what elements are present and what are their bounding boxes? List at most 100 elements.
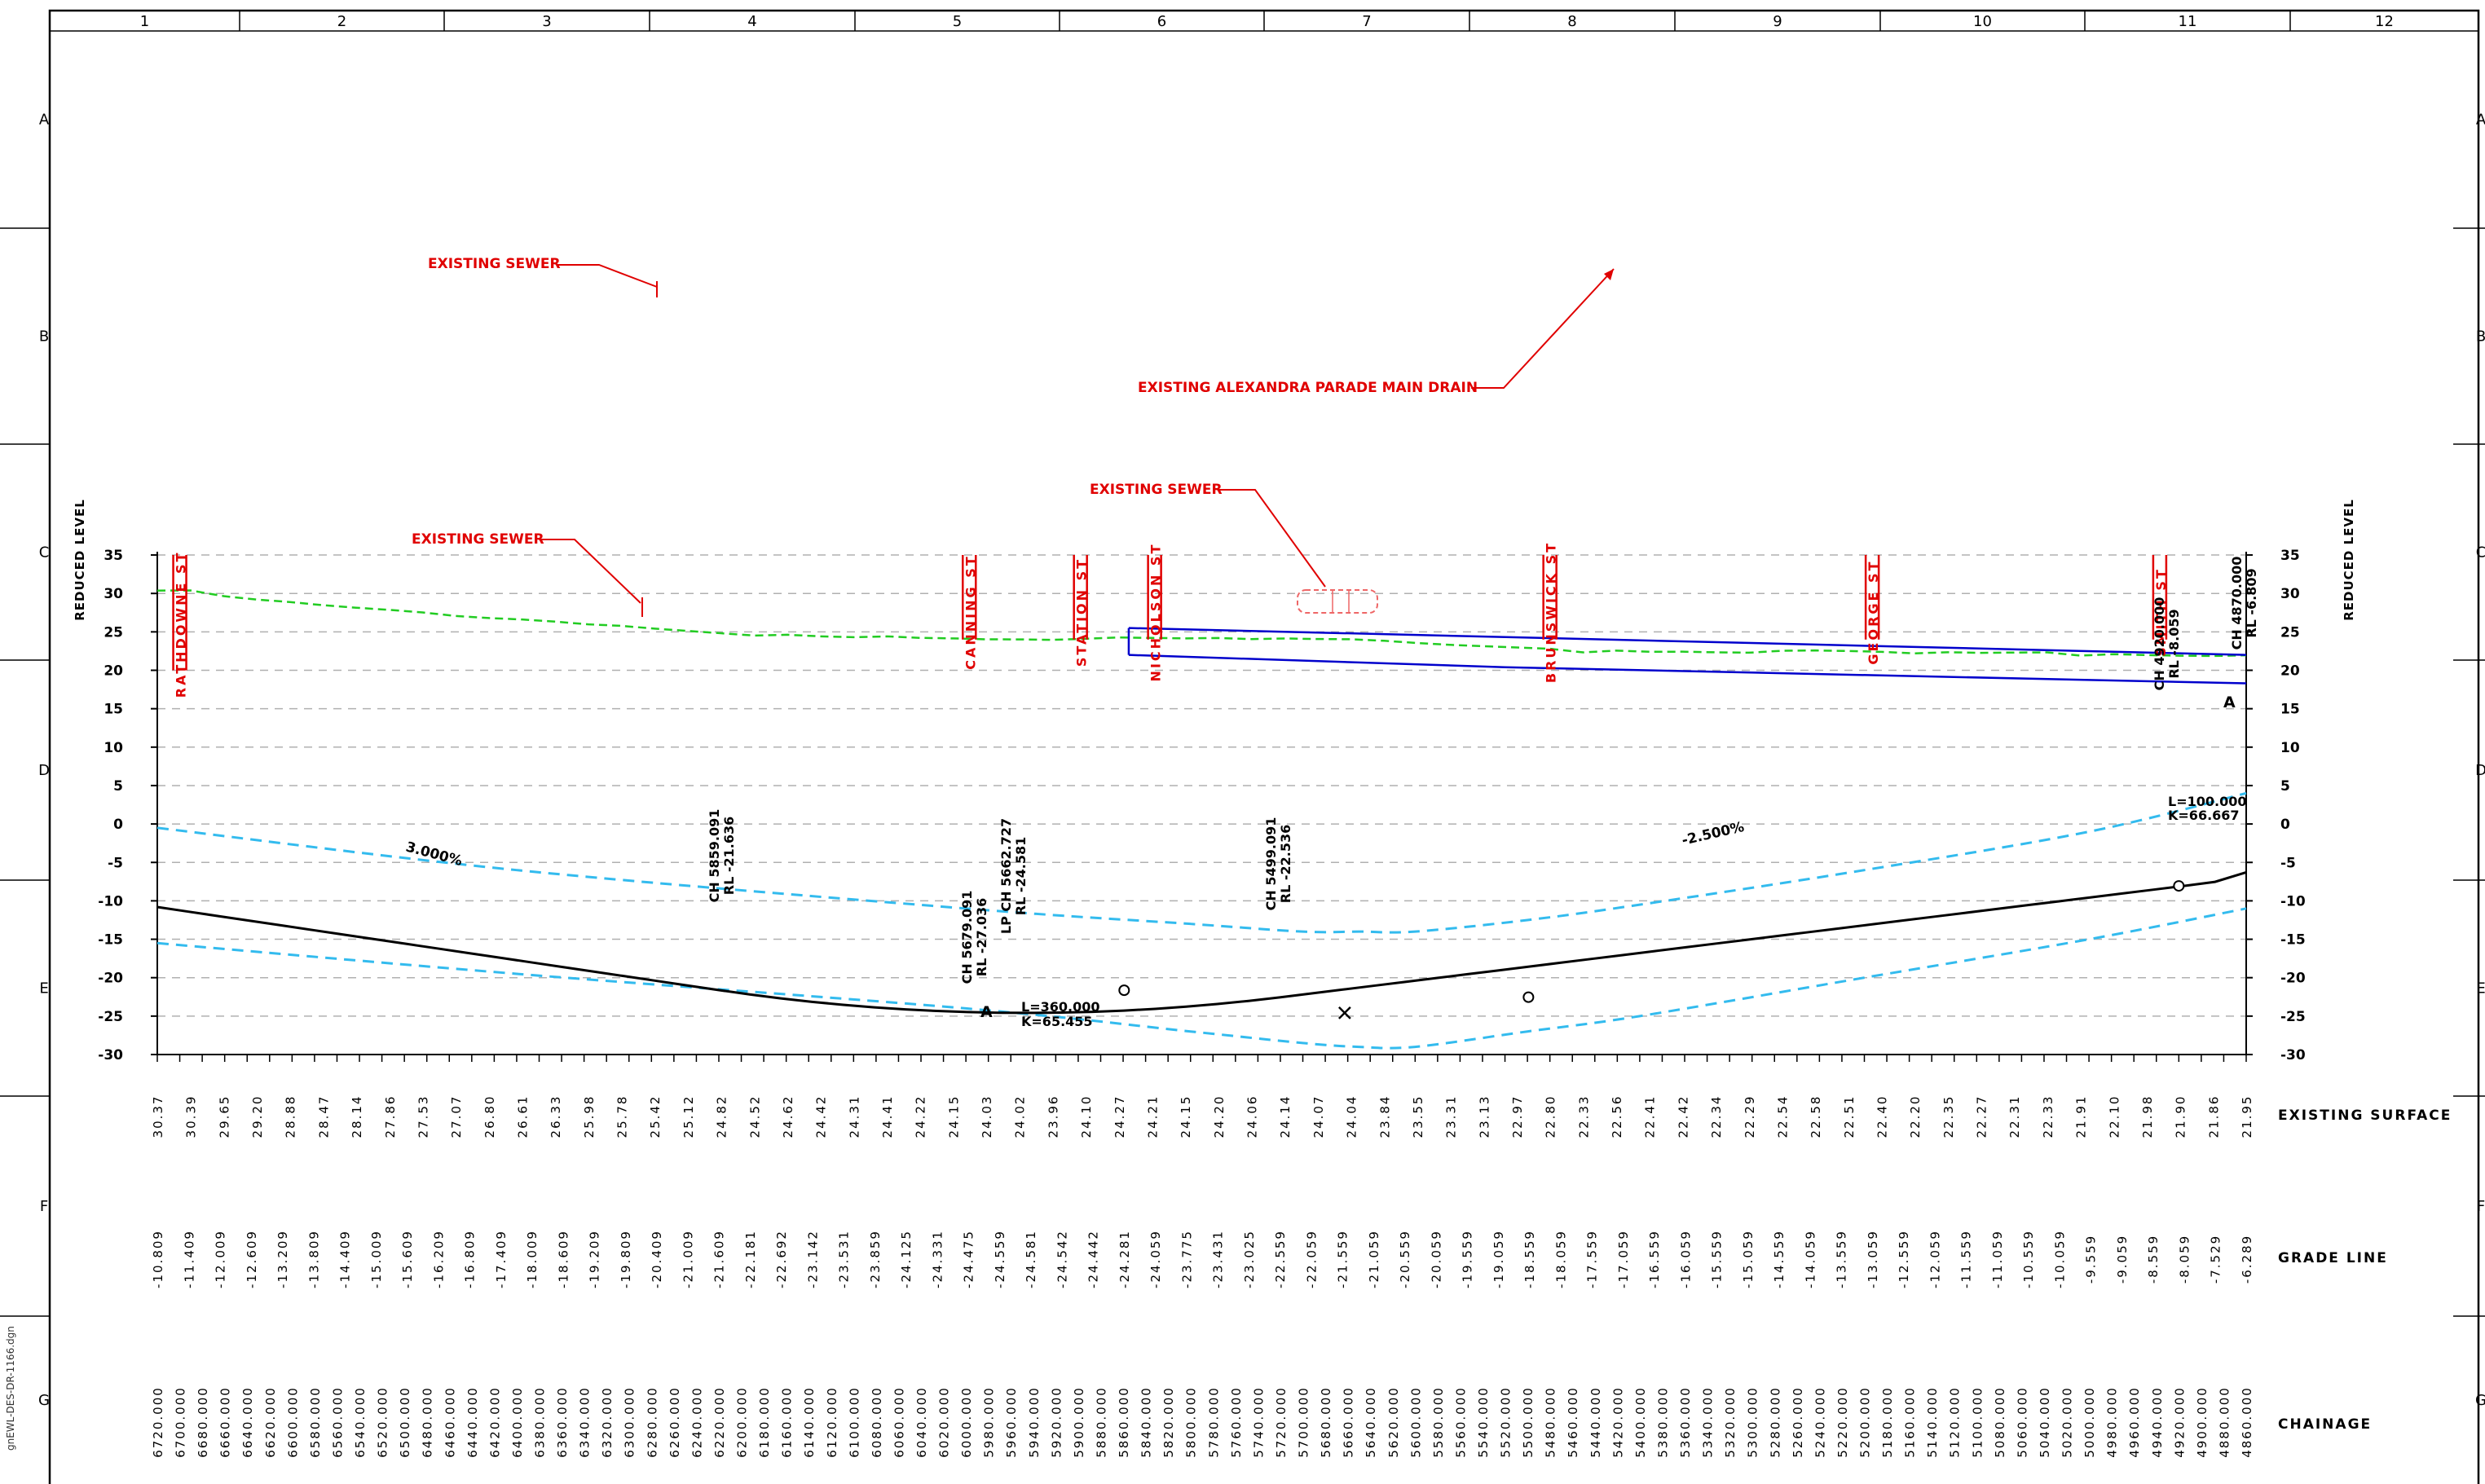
existing-surface-value: 27.07 bbox=[449, 1095, 464, 1138]
y-tick-label-left: 10 bbox=[104, 740, 123, 756]
y-tick-label-left: 35 bbox=[104, 548, 123, 564]
point-label-ch: CH 5499.091 bbox=[1263, 817, 1279, 911]
vertical-curve-1-k: K=65.455 bbox=[1021, 1014, 1093, 1029]
existing-surface-value: 21.98 bbox=[2140, 1095, 2155, 1138]
y-tick-label-left: -20 bbox=[98, 971, 123, 987]
existing-surface-value: 28.47 bbox=[316, 1095, 331, 1138]
chainage-value: 5700.000 bbox=[1297, 1386, 1311, 1458]
chainage-value: 5560.000 bbox=[1453, 1386, 1468, 1458]
chainage-value: 5540.000 bbox=[1476, 1386, 1491, 1458]
chainage-value: 5160.000 bbox=[1903, 1386, 1918, 1458]
file-name-label: gnEWL-DES-DR-1166.dgn bbox=[5, 1326, 16, 1451]
grade-line-value: -17.559 bbox=[1585, 1230, 1600, 1288]
existing-surface-value: 21.90 bbox=[2174, 1095, 2188, 1138]
chainage-value: 5680.000 bbox=[1319, 1386, 1333, 1458]
grade-line-value: -19.559 bbox=[1461, 1230, 1475, 1288]
chainage-value: 4960.000 bbox=[2127, 1386, 2142, 1458]
existing-surface-value: 29.65 bbox=[217, 1095, 231, 1138]
annotation-main-drain: EXISTING ALEXANDRA PARADE MAIN DRAIN bbox=[1138, 380, 1478, 396]
grade-line-value: -19.209 bbox=[588, 1230, 602, 1288]
row-label-left-C: C bbox=[39, 544, 50, 561]
existing-surface-value: 24.62 bbox=[781, 1095, 795, 1138]
y-tick-label-left: -15 bbox=[98, 932, 123, 949]
grade-line-value: -12.609 bbox=[245, 1230, 259, 1288]
row-label-left-A: A bbox=[39, 112, 50, 129]
existing-surface-value: 27.53 bbox=[416, 1095, 430, 1138]
street-label: SMITH ST bbox=[2153, 567, 2169, 657]
chainage-value: 5740.000 bbox=[1251, 1386, 1266, 1458]
band-label-chainage: CHAINAGE bbox=[2278, 1416, 2372, 1433]
grade-line-value: -23.775 bbox=[1179, 1230, 1194, 1288]
chainage-value: 5620.000 bbox=[1386, 1386, 1401, 1458]
column-label-6: 6 bbox=[1157, 13, 1166, 30]
grade-line-value: -18.009 bbox=[525, 1230, 540, 1288]
point-label-rl: RL -21.636 bbox=[721, 817, 737, 895]
chainage-value: 6440.000 bbox=[465, 1386, 480, 1458]
y-tick-label-left: 25 bbox=[104, 624, 123, 641]
grade-line-value: -20.559 bbox=[1398, 1230, 1412, 1288]
chainage-value: 6000.000 bbox=[959, 1386, 974, 1458]
grade-line-value: -9.059 bbox=[2115, 1235, 2130, 1284]
grade-line-value: -16.059 bbox=[1678, 1230, 1693, 1288]
existing-surface-value: 25.98 bbox=[582, 1095, 597, 1138]
existing-surface-value: 25.78 bbox=[615, 1095, 630, 1138]
y-tick-label-right: -10 bbox=[2280, 893, 2306, 909]
point-label-rl: RL -8.059 bbox=[2166, 609, 2182, 678]
chainage-value: 6240.000 bbox=[690, 1386, 704, 1458]
grade-line-value: -22.181 bbox=[743, 1230, 758, 1288]
grade-line-value: -16.209 bbox=[431, 1230, 446, 1288]
grade-line-value: -13.059 bbox=[1866, 1230, 1880, 1288]
chainage-value: 5020.000 bbox=[2060, 1386, 2075, 1458]
chainage-value: 5000.000 bbox=[2082, 1386, 2097, 1458]
grade-line-value: -7.529 bbox=[2209, 1235, 2223, 1284]
row-label-left-B: B bbox=[39, 328, 49, 346]
existing-surface-value: 25.12 bbox=[681, 1095, 696, 1138]
y-tick-label-right: 15 bbox=[2280, 702, 2300, 718]
street-label: RATHDOWNE ST bbox=[174, 551, 189, 698]
grade-line-value: -13.209 bbox=[275, 1230, 290, 1288]
chainage-value: 6080.000 bbox=[870, 1386, 884, 1458]
chainage-value: 5080.000 bbox=[1993, 1386, 2007, 1458]
grade-point-circle bbox=[2173, 880, 2185, 892]
chainage-value: 5440.000 bbox=[1588, 1386, 1603, 1458]
y-tick-label-right: -25 bbox=[2280, 1009, 2306, 1025]
grade-polyline bbox=[156, 870, 2247, 1015]
grade-line-value: -23.531 bbox=[837, 1230, 852, 1288]
chainage-value: 5200.000 bbox=[1857, 1386, 1872, 1458]
existing-surface-value: 22.33 bbox=[2041, 1095, 2055, 1138]
grade-line-value: -12.059 bbox=[1928, 1230, 1942, 1288]
chainage-value: 5980.000 bbox=[982, 1386, 997, 1458]
chainage-value: 5220.000 bbox=[1835, 1386, 1850, 1458]
existing-surface-value: 23.31 bbox=[1444, 1095, 1459, 1138]
chainage-value: 6680.000 bbox=[196, 1386, 210, 1458]
y-tick-label-right: 0 bbox=[2280, 817, 2290, 833]
chainage-value: 5860.000 bbox=[1117, 1386, 1131, 1458]
existing-surface-value: 26.33 bbox=[549, 1095, 563, 1138]
chainage-value: 6340.000 bbox=[578, 1386, 593, 1458]
existing-surface-value: 30.37 bbox=[151, 1095, 165, 1138]
chainage-value: 6280.000 bbox=[645, 1386, 659, 1458]
point-label-rl: RL -24.581 bbox=[1013, 837, 1029, 915]
y-tick-label-left: 5 bbox=[113, 778, 123, 795]
leader-arrowhead bbox=[1604, 269, 1614, 280]
existing-surface-value: 22.97 bbox=[1510, 1095, 1525, 1138]
chainage-value: 6060.000 bbox=[892, 1386, 906, 1458]
grade-line-value: -14.059 bbox=[1803, 1230, 1817, 1288]
chainage-value: 6140.000 bbox=[802, 1386, 817, 1458]
point-label-rl: RL -22.536 bbox=[1278, 825, 1293, 903]
grade-line-value: -15.559 bbox=[1710, 1230, 1725, 1288]
existing-surface-value: 26.80 bbox=[482, 1095, 497, 1138]
chainage-value: 5480.000 bbox=[1544, 1386, 1558, 1458]
row-label-left-F: F bbox=[40, 1198, 48, 1215]
column-label-7: 7 bbox=[1362, 13, 1371, 30]
grade-line-value: -9.559 bbox=[2084, 1235, 2099, 1284]
existing-surface-value: 23.55 bbox=[1411, 1095, 1425, 1138]
existing-surface-value: 26.61 bbox=[516, 1095, 531, 1138]
grade-line-value: -10.559 bbox=[2021, 1230, 2036, 1288]
chainage-value: 5660.000 bbox=[1342, 1386, 1356, 1458]
y-axis-label-right: REDUCED LEVEL bbox=[2342, 499, 2356, 621]
chainage-value: 5360.000 bbox=[1678, 1386, 1693, 1458]
y-tick-label-left: -30 bbox=[98, 1047, 123, 1063]
grade-line-value: -23.025 bbox=[1242, 1230, 1257, 1288]
grade-label-left: 3.000% bbox=[404, 839, 465, 870]
